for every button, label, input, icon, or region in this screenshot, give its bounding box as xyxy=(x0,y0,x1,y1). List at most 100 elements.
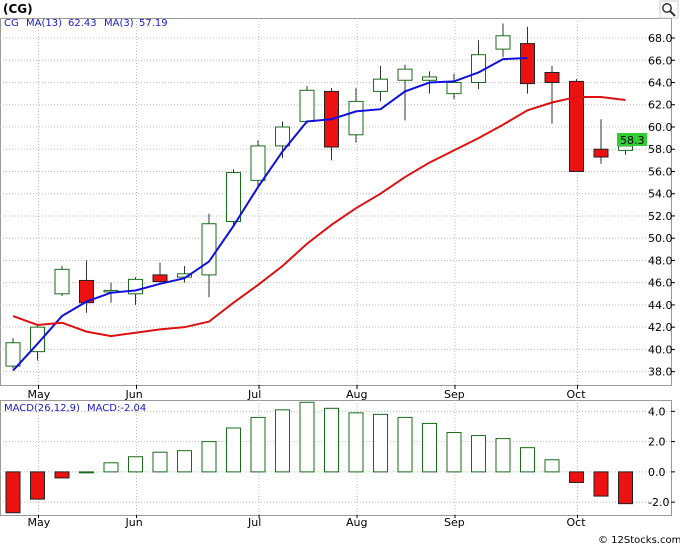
macd-y-tick-label: -2.0 xyxy=(648,496,669,509)
macd-x-tick-label: May xyxy=(28,516,51,529)
y-tick-label: 54.0 xyxy=(648,188,673,201)
x-tick-label: Sep xyxy=(444,388,465,401)
macd-bar xyxy=(152,451,168,473)
macd-y-axis: -2.0 0.0 2.0 4.0 xyxy=(648,405,675,509)
candle-body xyxy=(275,126,290,147)
y-tick-label: 46.0 xyxy=(648,277,673,290)
candle-body xyxy=(250,145,266,181)
macd-x-tick-label: Jun xyxy=(125,516,143,529)
macd-bar xyxy=(446,432,462,473)
candle-body xyxy=(471,54,486,84)
candle-body xyxy=(593,148,609,158)
x-tick-label: Jul xyxy=(247,388,261,401)
macd-bar xyxy=(593,471,609,497)
y-tick-label: 38.0 xyxy=(648,366,673,379)
y-tick-label: 42.0 xyxy=(648,321,673,334)
macd-value: MACD:-2.04 xyxy=(87,403,146,414)
macd-bar xyxy=(226,427,241,473)
macd-bar xyxy=(103,462,119,473)
macd-bar xyxy=(422,422,437,473)
candle-body xyxy=(30,326,45,353)
chart-title: (CG) xyxy=(3,2,33,16)
macd-bar xyxy=(250,416,266,473)
macd-y-tick-label: 0.0 xyxy=(648,466,666,479)
candle-body xyxy=(299,89,315,122)
ma3-line xyxy=(12,95,626,338)
candle-body xyxy=(152,274,168,283)
price-y-axis: 38.0 40.0 42.0 44.0 46.0 48.0 50.0 52.0 54.0 56.0… xyxy=(648,32,675,379)
y-tick-label: 64.0 xyxy=(648,77,673,90)
x-tick-label: Jun xyxy=(125,388,143,401)
last-price-box xyxy=(617,133,647,146)
price-grid xyxy=(0,18,671,385)
y-tick-label: 66.0 xyxy=(648,54,673,67)
macd-y-tick-label: 2.0 xyxy=(648,436,666,449)
macd-bar xyxy=(471,435,486,473)
candle-body xyxy=(348,100,364,136)
last-price-label: 58.3 xyxy=(620,134,645,147)
candle-body xyxy=(495,35,511,50)
y-tick-label: 60.0 xyxy=(648,121,673,134)
price-panel-frame xyxy=(0,18,672,386)
y-tick-label: 68.0 xyxy=(648,32,673,45)
macd-bar xyxy=(201,441,217,473)
macd-x-tick-label: Jul xyxy=(247,516,261,529)
macd-bar xyxy=(275,409,290,473)
candle-body xyxy=(544,71,560,84)
y-tick-label: 56.0 xyxy=(648,165,673,178)
x-tick-label: Oct xyxy=(567,388,587,401)
x-tick-label: Aug xyxy=(346,388,367,401)
candle-body xyxy=(201,223,217,276)
macd-bar xyxy=(324,407,339,473)
macd-bar xyxy=(569,471,584,483)
macd-bar xyxy=(373,413,388,473)
macd-bar xyxy=(544,459,560,473)
macd-y-tick-label: 4.0 xyxy=(648,405,666,418)
y-tick-label: 44.0 xyxy=(648,299,673,312)
candles xyxy=(5,23,633,369)
macd-bar xyxy=(5,471,21,514)
macd-bar xyxy=(79,471,94,474)
watermark: © 12Stocks.com xyxy=(598,535,680,546)
macd-x-axis: May Jun Jul Aug Sep Oct xyxy=(28,515,587,529)
y-tick-label: 62.0 xyxy=(648,99,673,112)
macd-bar xyxy=(30,471,45,500)
x-tick-label: May xyxy=(28,388,51,401)
candle-body xyxy=(520,43,535,85)
candle-body xyxy=(226,172,241,223)
macd-bar xyxy=(520,447,535,473)
y-tick-label: 48.0 xyxy=(648,254,673,267)
candle-body xyxy=(446,82,462,95)
y-tick-label: 58.0 xyxy=(648,143,673,156)
candle-body xyxy=(54,268,70,295)
macd-x-tick-label: Aug xyxy=(346,516,367,529)
macd-bar xyxy=(54,471,70,479)
legend-ma13-value: 62.43 xyxy=(68,18,97,29)
macd-bars xyxy=(5,401,633,514)
legend-ticker: CG xyxy=(4,18,19,29)
macd-bar xyxy=(348,412,364,473)
macd-x-tick-label: Oct xyxy=(567,516,587,529)
candle-body xyxy=(5,342,21,367)
legend-ma13-label: MA(13) xyxy=(26,18,62,29)
candle-body xyxy=(422,76,437,81)
candle-body xyxy=(569,80,584,172)
y-tick-label: 50.0 xyxy=(648,232,673,245)
legend-ma3-value: 57.19 xyxy=(139,18,168,29)
y-tick-label: 40.0 xyxy=(648,343,673,356)
macd-label: MACD(26,12,9) xyxy=(4,403,80,414)
macd-bar xyxy=(128,456,143,473)
magnifier-icon[interactable] xyxy=(659,0,679,19)
macd-bar xyxy=(397,416,413,473)
macd-bar xyxy=(299,401,315,473)
candle-body xyxy=(373,78,388,92)
y-tick-label: 52.0 xyxy=(648,210,673,223)
legend-ma3-label: MA(3) xyxy=(104,18,134,29)
macd-bar xyxy=(495,438,511,473)
ma13-line xyxy=(12,57,528,372)
macd-x-tick-label: Sep xyxy=(444,516,465,529)
macd-bar xyxy=(177,450,192,473)
macd-bar xyxy=(618,471,633,505)
candle-body xyxy=(397,68,413,81)
